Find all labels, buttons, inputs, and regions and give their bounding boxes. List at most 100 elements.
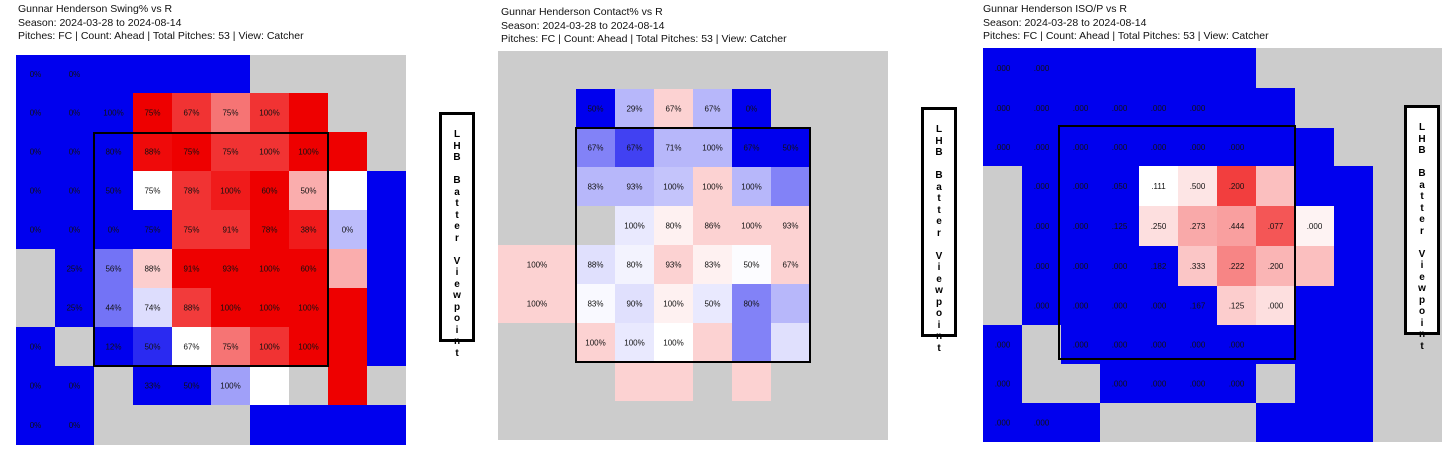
heatmap-cell [250,171,289,210]
heatmap-cell [576,128,615,167]
viewpoint-letter [924,239,954,251]
cell-label: .111 [1151,182,1166,191]
cell-label: .000 [1112,341,1128,350]
heatmap-cell [1061,246,1100,286]
cell-label: 100% [259,304,279,313]
heatmap-cell [250,132,289,171]
viewpoint-letter: t [1420,340,1424,352]
heatmap-cell [654,167,693,206]
viewpoint-letter: e [454,278,460,290]
heatmap-cell [983,364,1022,403]
cell-label: 50% [105,187,121,196]
viewpoint-letter: t [455,209,459,221]
cell-label: 0% [30,187,42,196]
heatmap-cell [1256,166,1295,206]
cell-label: .000 [1034,302,1050,311]
cell-label: 0% [69,421,81,430]
viewpoint-letter: B [453,175,461,186]
cell-label: .000 [995,380,1011,389]
viewpoint-letter: B [453,152,461,163]
heatmap-cell [1256,286,1295,325]
heatmap-cell [498,284,576,323]
cell-label: .000 [1034,143,1050,152]
heatmap-cell [1022,403,1061,442]
heatmap-cell [328,132,367,171]
cell-label: 90% [626,300,642,309]
cell-label: 100% [624,339,644,348]
viewpoint-letter [1407,237,1437,249]
cell-label: 0% [30,109,42,118]
cell-label: 80% [743,300,759,309]
heatmap-cell [1295,246,1334,286]
viewpoint-letter: t [455,347,459,359]
cell-label: 75% [144,109,160,118]
heatmap-cell [732,128,771,167]
cell-label: 0% [69,226,81,235]
heatmap-cell [983,325,1022,364]
cell-label: .444 [1229,222,1245,231]
viewpoint-letter: H [935,135,943,147]
cell-label: 100% [527,261,547,270]
heatmap-cell [328,366,367,405]
heatmap-cell [1334,364,1373,403]
heatmap-cell [133,93,172,132]
heatmap-cell [94,93,133,132]
heatmap-cell [983,403,1022,442]
cell-label: 50% [300,187,316,196]
heatmap-cell [94,249,133,288]
heatmap-cell [1334,166,1373,206]
heatmap-cell [16,132,55,171]
heatmap-cell [250,405,289,445]
viewpoint-letter: a [936,181,942,193]
heatmap-cell [1061,88,1100,128]
heatmap-cell [1334,206,1373,246]
cell-label: .000 [1112,302,1128,311]
heatmap-cell [211,327,250,366]
cell-label: .000 [1073,302,1089,311]
heatmap-cell [289,327,328,366]
heatmap-cell [1217,128,1256,166]
viewpoint-letter: L [1418,122,1426,133]
viewpoint-letter: t [937,342,941,354]
heatmap-cell [732,245,771,284]
heatmap-cell [367,249,406,288]
cell-label: 80% [665,222,681,231]
heatmap-cell [211,366,250,405]
heatmap-cell [1217,364,1256,403]
heatmap-cell [1061,128,1100,166]
cell-label: .000 [1073,104,1089,113]
cell-label: 75% [222,343,238,352]
viewpoint-letter: e [454,221,460,232]
heatmap-cell [55,288,94,327]
panel-2-title: Gunnar Henderson Contact% vs R [501,6,663,18]
heatmap-cell [94,132,133,171]
heatmap-cell [1295,325,1334,364]
heatmap-cell [771,284,810,323]
heatmap-cell [55,249,94,288]
panel-3-heatmap: .000 .000 .000 .000 .000 .000 .000 .000 .000 .000… [983,48,1442,442]
panel-1-title: Gunnar Henderson Swing% vs R [18,3,173,15]
heatmap-cell [1061,403,1100,442]
heatmap-cell [576,284,615,323]
heatmap-cell [771,245,810,284]
cell-label: .000 [1229,380,1245,389]
heatmap-cell [289,405,328,445]
cell-label: 100% [624,222,644,231]
cell-label: .050 [1112,182,1128,191]
heatmap-cell [1217,166,1256,206]
heatmap-cell [732,284,771,323]
viewpoint-letter: o [453,313,461,324]
viewpoint-letter: p [935,296,943,308]
strike-zone-outline [575,127,811,363]
cell-label: 100% [585,339,605,348]
cell-label: .250 [1151,222,1167,231]
cell-label: 50% [587,105,603,114]
heatmap-cell [289,171,328,210]
cell-label: 44% [105,304,121,313]
viewpoint-letter [1407,157,1437,169]
panel-1-header: Gunnar Henderson Swing% vs R Season: 202… [18,3,304,44]
heatmap-cell [172,327,211,366]
cell-label: 100% [220,382,240,391]
heatmap-cell [289,210,328,249]
heatmap-cell [983,128,1022,166]
